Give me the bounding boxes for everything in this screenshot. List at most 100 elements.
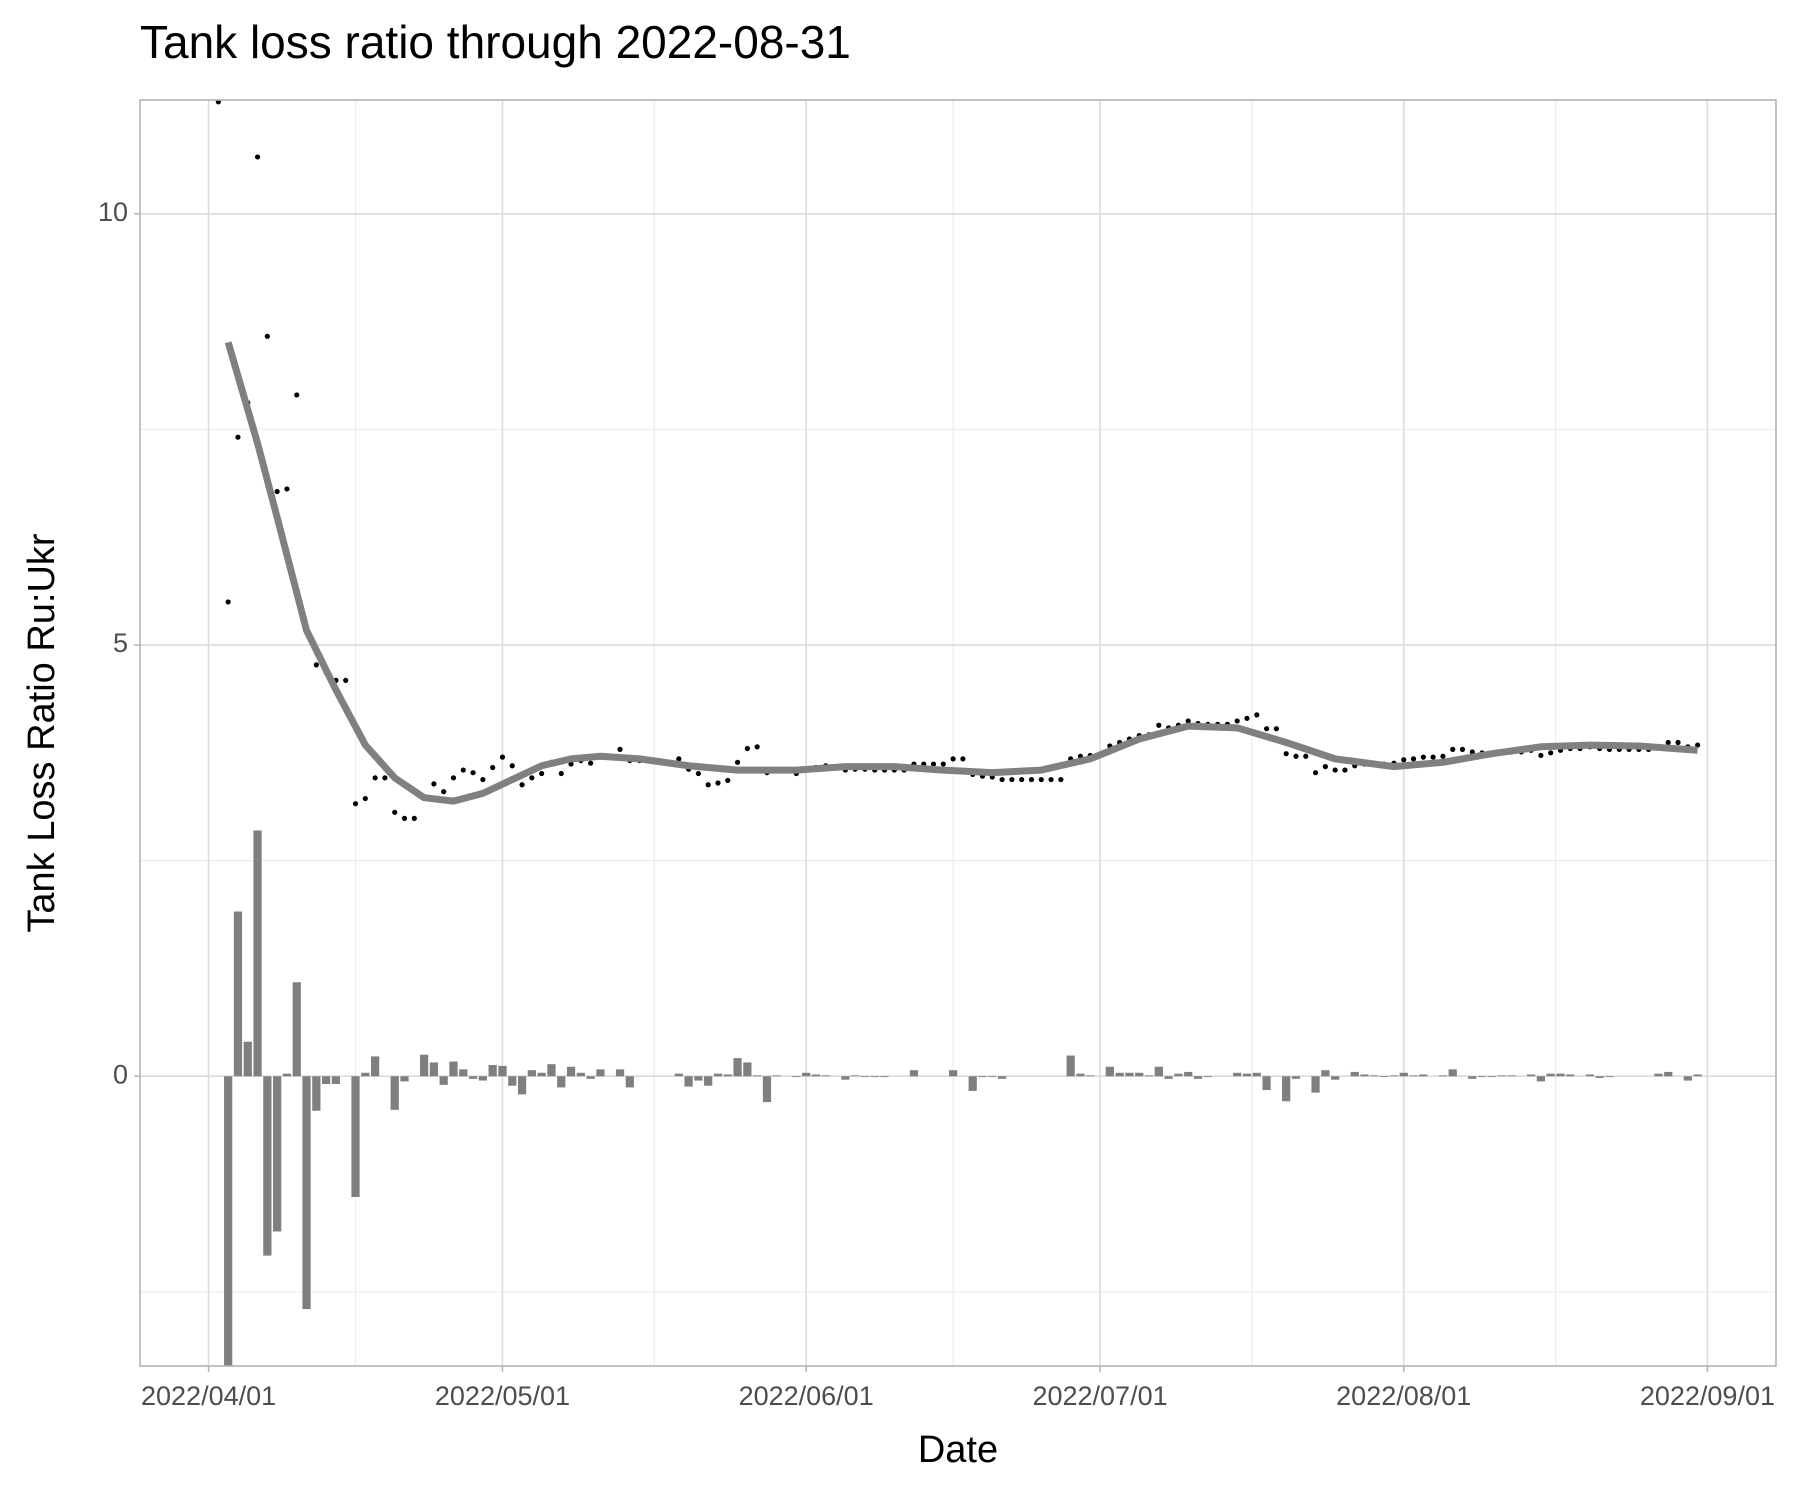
bar — [1331, 1076, 1340, 1080]
bar — [1556, 1073, 1565, 1077]
point — [1430, 754, 1436, 760]
bar — [1154, 1066, 1163, 1077]
bar — [841, 1076, 850, 1080]
bar — [1399, 1072, 1408, 1077]
bar — [948, 1070, 958, 1077]
bar — [429, 1062, 439, 1077]
point — [264, 333, 270, 339]
point — [1156, 722, 1162, 728]
point — [754, 744, 760, 750]
bar — [576, 1072, 585, 1077]
bar — [282, 1073, 292, 1077]
point — [1410, 756, 1417, 762]
point — [215, 100, 221, 105]
bar — [1468, 1076, 1477, 1079]
bar — [1389, 1075, 1399, 1077]
point — [1058, 776, 1064, 783]
bar — [1477, 1076, 1487, 1078]
point — [1548, 750, 1554, 756]
bar — [762, 1076, 772, 1103]
point — [715, 780, 721, 786]
bar — [508, 1076, 517, 1086]
point — [352, 801, 359, 807]
bar — [733, 1058, 742, 1077]
bar — [802, 1072, 811, 1077]
bar — [1536, 1076, 1546, 1082]
point — [1322, 764, 1328, 770]
bar — [1370, 1075, 1379, 1077]
bar — [1546, 1073, 1555, 1077]
bar — [1076, 1073, 1085, 1077]
y-tick-label: 5 — [113, 628, 128, 658]
bar — [792, 1076, 801, 1078]
bar — [968, 1076, 977, 1091]
bar — [811, 1074, 821, 1077]
bar — [880, 1076, 889, 1078]
bar — [1497, 1075, 1506, 1077]
bar — [468, 1076, 478, 1079]
point — [1342, 767, 1348, 773]
bar — [351, 1076, 360, 1197]
point — [460, 767, 466, 773]
bar — [772, 1075, 781, 1077]
bar — [1282, 1076, 1291, 1102]
bar — [753, 1075, 762, 1077]
bar — [1233, 1072, 1242, 1077]
bar — [1350, 1071, 1359, 1077]
point — [725, 777, 731, 784]
point — [1420, 754, 1426, 760]
bar — [449, 1061, 458, 1077]
bar — [361, 1072, 370, 1077]
bar — [1419, 1074, 1428, 1077]
bar — [224, 1076, 233, 1366]
smooth-line — [224, 341, 1698, 805]
point — [411, 815, 417, 821]
point — [1048, 776, 1054, 783]
point — [480, 776, 486, 783]
bar — [292, 982, 301, 1077]
point — [1009, 776, 1015, 783]
bar — [723, 1074, 732, 1077]
bar — [1448, 1069, 1457, 1077]
point — [1459, 746, 1466, 752]
bar — [459, 1069, 468, 1077]
point — [1185, 718, 1191, 724]
point — [1469, 749, 1475, 755]
bar — [1585, 1074, 1594, 1077]
point — [519, 782, 525, 788]
point — [509, 763, 515, 769]
bar — [1291, 1076, 1301, 1079]
bar — [1174, 1073, 1183, 1077]
bar — [1125, 1072, 1134, 1077]
bar — [1193, 1076, 1203, 1079]
bar — [1321, 1070, 1330, 1077]
bar — [978, 1076, 987, 1078]
point — [1695, 742, 1701, 748]
bar — [557, 1076, 566, 1088]
point — [999, 776, 1005, 783]
bar — [537, 1072, 546, 1077]
point — [588, 760, 594, 766]
bar — [527, 1070, 536, 1077]
bar — [1262, 1076, 1271, 1091]
point — [254, 154, 261, 160]
bar — [1438, 1075, 1448, 1077]
bar — [596, 1069, 605, 1077]
point — [930, 761, 937, 767]
bar — [302, 1076, 311, 1310]
bar — [322, 1076, 331, 1084]
point — [470, 770, 476, 776]
point — [1401, 757, 1407, 763]
bar — [498, 1065, 507, 1077]
bar — [997, 1076, 1007, 1079]
bar — [419, 1054, 429, 1077]
bar — [713, 1073, 723, 1077]
grid — [140, 100, 1776, 1366]
point — [382, 775, 388, 781]
bar — [1380, 1076, 1389, 1078]
point — [343, 677, 349, 683]
bar — [625, 1076, 634, 1088]
point — [499, 754, 506, 760]
bar — [1566, 1074, 1575, 1077]
